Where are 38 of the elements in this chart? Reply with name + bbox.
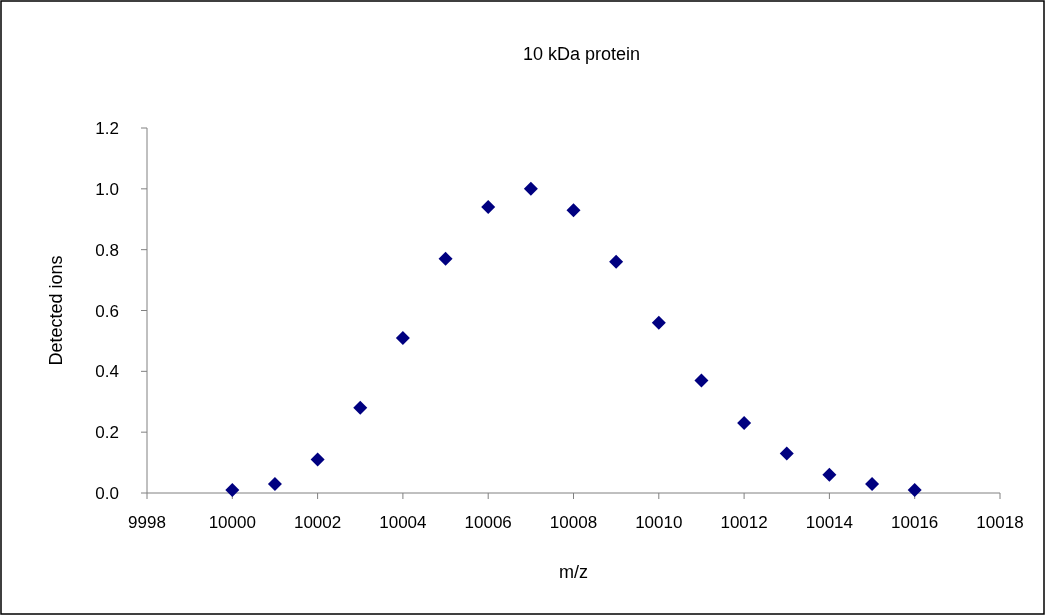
x-tick-label: 10004 — [379, 513, 427, 532]
point — [651, 315, 666, 330]
point — [779, 446, 794, 461]
point — [481, 200, 496, 215]
point — [737, 416, 752, 431]
point — [865, 476, 880, 491]
x-tick-label: 10010 — [635, 513, 683, 532]
x-tick-label: 10018 — [976, 513, 1024, 532]
y-tick-label: 0.2 — [95, 423, 119, 443]
point — [694, 373, 709, 388]
point — [609, 254, 624, 269]
point — [438, 251, 453, 266]
point — [822, 467, 837, 482]
y-tick-label: 0.6 — [95, 301, 119, 321]
x-tick-label: 9998 — [128, 513, 166, 532]
point — [267, 476, 282, 491]
x-tick-label: 10012 — [720, 513, 768, 532]
x-tick-label: 10008 — [549, 513, 598, 532]
x-tick-label: 10000 — [208, 513, 256, 532]
y-tick-label: 1.2 — [95, 119, 119, 138]
y-axis-title: Detected ions — [46, 255, 66, 366]
x-tick-label: 10002 — [293, 513, 342, 532]
y-tick-label: 0.8 — [95, 240, 119, 260]
x-tick-label: 10016 — [891, 513, 939, 532]
point — [310, 452, 325, 467]
y-tick-label: 1.0 — [95, 179, 119, 199]
point — [523, 181, 538, 196]
x-tick-label: 10014 — [805, 513, 854, 532]
point — [395, 330, 410, 345]
point — [566, 203, 581, 218]
point — [353, 400, 368, 415]
chart-title: 10 kDa protein — [522, 44, 641, 64]
x-axis-title: m/z — [559, 562, 588, 582]
point — [907, 482, 922, 497]
x-tick-label: 10006 — [464, 513, 512, 532]
y-tick-label: 0.4 — [95, 362, 119, 382]
point — [225, 482, 240, 497]
y-tick-label: 0.0 — [95, 484, 119, 503]
